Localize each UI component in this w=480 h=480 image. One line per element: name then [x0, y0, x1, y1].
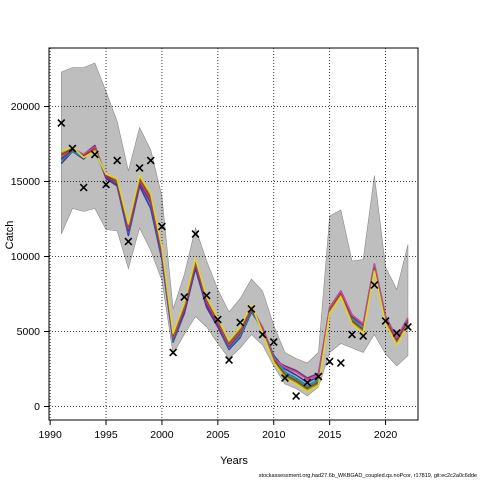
cross-stroke — [348, 330, 356, 339]
observed-catch-point — [392, 329, 401, 337]
cross-stroke — [213, 315, 222, 324]
cross-stroke — [157, 222, 166, 231]
observed-catch-point — [68, 144, 77, 153]
cross-stroke — [124, 237, 133, 246]
observed-catch-point — [57, 119, 66, 127]
x-tick-label: 2010 — [262, 429, 286, 441]
observed-catch-point — [348, 330, 356, 339]
cross-stroke — [258, 330, 267, 339]
observed-catch-point — [247, 305, 256, 313]
observed-catch-point — [325, 357, 334, 366]
observed-catch-point — [124, 237, 133, 246]
observed-catch-point — [102, 180, 110, 189]
cross-stroke — [169, 348, 178, 357]
footnote: stockassessment.org,had27.6b_WKBGAD_coup… — [259, 473, 477, 479]
observed-catch-point — [314, 372, 323, 381]
observed-catch-point — [269, 338, 278, 346]
observed-catch-point — [292, 392, 301, 400]
observed-catch-point — [359, 332, 368, 340]
cross-stroke — [314, 372, 323, 381]
cross-stroke — [325, 357, 334, 366]
observed-catch-point — [135, 164, 144, 172]
cross-stroke — [280, 374, 289, 382]
cross-stroke — [135, 164, 144, 172]
observed-catch-point — [303, 378, 312, 387]
series-line — [61, 146, 409, 393]
cross-stroke — [269, 338, 278, 346]
observed-catch-point — [146, 156, 155, 165]
series-layer — [60, 144, 409, 393]
observed-catch-point — [79, 183, 88, 192]
observed-catch-point — [403, 323, 412, 331]
observed-catch-point — [225, 356, 233, 364]
cross-stroke — [403, 323, 412, 331]
cross-stroke — [359, 332, 368, 340]
cross-stroke — [146, 156, 155, 165]
cross-stroke — [225, 356, 233, 364]
observed-catch-point — [258, 330, 267, 339]
y-axis-title: Catch — [4, 221, 16, 250]
x-tick-label: 2005 — [206, 429, 230, 441]
cross-stroke — [79, 183, 88, 192]
observed-catch-point — [336, 359, 345, 367]
x-tick-label: 2000 — [150, 429, 174, 441]
cross-stroke — [202, 291, 211, 300]
x-tick-label: 1995 — [94, 429, 118, 441]
y-tick-label: 5000 — [17, 326, 41, 338]
cross-stroke — [247, 305, 256, 313]
cross-stroke — [303, 378, 312, 387]
plot-frame — [48, 47, 419, 421]
cross-stroke — [113, 156, 122, 165]
observed-catch-point — [370, 281, 379, 289]
cross-stroke — [381, 317, 390, 325]
y-tick-label: 10000 — [11, 251, 40, 263]
cross-stroke — [191, 230, 200, 238]
x-axis-title: Years — [220, 455, 248, 467]
observed-catch-point — [202, 291, 211, 300]
y-tick-label: 15000 — [11, 176, 40, 188]
cross-stroke — [370, 281, 379, 289]
y-axis-ticks: 0 5000 10000 15000 20000 — [11, 101, 49, 413]
x-tick-label: 2015 — [318, 429, 342, 441]
observed-catch-point — [236, 318, 245, 327]
cross-stroke — [336, 359, 345, 367]
cross-stroke — [180, 293, 189, 301]
confidence-band — [60, 62, 409, 397]
cross-stroke — [236, 318, 245, 327]
cross-stroke — [292, 392, 301, 400]
observed-catch-point — [157, 222, 166, 231]
x-axis-ticks: 1990 1995 2000 2005 2010 2015 2020 — [38, 420, 397, 441]
confidence-band-layer — [60, 62, 409, 397]
observed-catch-point — [113, 156, 122, 165]
cross-stroke — [102, 180, 110, 189]
observed-catch-point — [180, 293, 189, 301]
x-tick-label: 2020 — [374, 429, 398, 441]
cross-stroke — [68, 144, 77, 153]
observed-catch-points — [57, 119, 412, 400]
x-tick-label: 1990 — [38, 429, 62, 441]
observed-catch-point — [381, 317, 390, 325]
observed-catch-point — [191, 230, 200, 238]
cross-stroke — [90, 150, 99, 159]
observed-catch-point — [169, 348, 178, 357]
observed-catch-point — [280, 374, 289, 382]
y-tick-label: 20000 — [11, 101, 40, 113]
cross-stroke — [57, 119, 66, 127]
cross-stroke — [392, 329, 401, 337]
observed-catch-point — [90, 150, 99, 159]
observed-catch-point — [213, 315, 222, 324]
y-tick-label: 0 — [34, 401, 40, 413]
